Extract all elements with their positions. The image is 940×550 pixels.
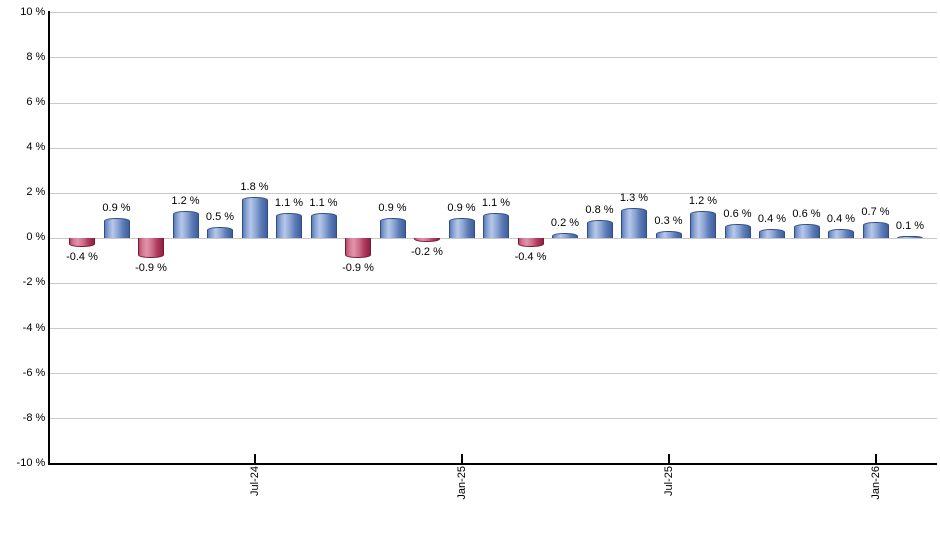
y-tick-label: 6 % — [26, 96, 46, 108]
bar-value-label: 0.2 % — [550, 217, 580, 230]
bar-negative — [138, 237, 164, 259]
x-tick-label: Jan-25 — [455, 466, 468, 500]
x-tick-mark — [874, 454, 877, 464]
bar-positive — [276, 212, 302, 238]
bar-negative — [345, 237, 371, 259]
gridline — [50, 328, 937, 329]
bar-positive — [828, 228, 854, 238]
bar-value-label: 0.6 % — [723, 208, 752, 221]
bar-negative — [517, 237, 544, 247]
bar-value-label: 0.4 % — [757, 212, 787, 225]
bar-value-label: 0.8 % — [585, 203, 614, 216]
bar-value-label: 0.9 % — [378, 201, 407, 214]
x-axis-line — [48, 463, 937, 466]
bar-value-label: 0.9 % — [447, 201, 476, 214]
bar-positive — [552, 233, 578, 238]
y-tick-label: -4 % — [22, 321, 46, 334]
bar-value-label: 0.4 % — [826, 212, 856, 225]
bar-value-label: 1.2 % — [688, 194, 718, 207]
y-axis-line — [48, 11, 51, 466]
bar-value-label: 0.5 % — [205, 210, 235, 223]
bar-value-label: 1.1 % — [309, 196, 338, 209]
gridline — [50, 12, 937, 14]
bar-positive — [724, 224, 751, 238]
bar-value-label: -0.2 % — [411, 246, 443, 259]
bar-value-label: 0.7 % — [861, 206, 890, 218]
bar-positive — [103, 217, 130, 238]
bar-value-label: -0.9 % — [135, 262, 167, 275]
y-tick-label: -6 % — [22, 366, 46, 379]
y-tick-label: -8 % — [22, 411, 46, 424]
x-tick-label: Jan-26 — [869, 466, 882, 500]
x-tick-mark — [667, 454, 670, 464]
y-tick-label: -10 % — [16, 456, 46, 469]
gridline — [50, 418, 937, 420]
gridline — [50, 237, 937, 239]
bar-positive — [586, 219, 613, 238]
x-tick-label: Jul-25 — [662, 466, 675, 497]
x-tick-label: Jul-24 — [248, 466, 261, 497]
y-tick-label: 8 % — [26, 50, 46, 63]
bar-positive — [172, 210, 199, 238]
bar-value-label: -0.9 % — [342, 262, 374, 275]
x-tick-mark — [460, 454, 463, 464]
bar-value-label: 0.9 % — [102, 201, 131, 214]
bar-value-label: 1.2 % — [171, 194, 200, 207]
gridline — [50, 282, 937, 284]
bar-positive — [241, 197, 268, 238]
y-tick-label: 4 % — [26, 141, 46, 154]
y-tick-label: -2 % — [22, 276, 46, 289]
bar-value-label: 0.6 % — [792, 208, 821, 221]
gridline — [50, 373, 937, 375]
bar-value-label: 1.1 % — [274, 196, 304, 209]
bar-value-label: 1.8 % — [240, 181, 269, 194]
bar-positive — [793, 224, 820, 238]
gridline — [50, 102, 937, 104]
bar-value-label: 0.1 % — [895, 219, 925, 232]
bar-value-label: 1.3 % — [619, 192, 649, 205]
bar-positive — [483, 212, 509, 238]
bar-value-label: 0.3 % — [654, 215, 683, 228]
bar-positive — [759, 228, 785, 238]
x-tick-mark — [253, 454, 256, 464]
bar-positive — [655, 231, 682, 238]
bar-positive — [310, 212, 337, 238]
y-tick-label: 2 % — [26, 186, 46, 199]
bar-positive — [207, 226, 233, 238]
y-tick-label: 10 % — [20, 5, 46, 18]
bar-value-label: 1.1 % — [481, 196, 511, 209]
gridline — [50, 147, 937, 149]
bar-value-label: -0.4 % — [514, 250, 547, 263]
gridline — [50, 192, 937, 194]
bar-positive — [862, 222, 889, 238]
bar-positive — [379, 217, 406, 238]
bar-value-label: -0.4 % — [66, 250, 98, 263]
y-tick-label: 0 % — [26, 231, 46, 244]
bar-negative — [414, 237, 440, 243]
bar-negative — [69, 237, 95, 247]
bar-positive — [690, 210, 716, 238]
gridline — [50, 57, 937, 59]
bar-positive — [897, 235, 923, 238]
bar-positive — [621, 208, 647, 238]
bar-positive — [448, 217, 475, 238]
